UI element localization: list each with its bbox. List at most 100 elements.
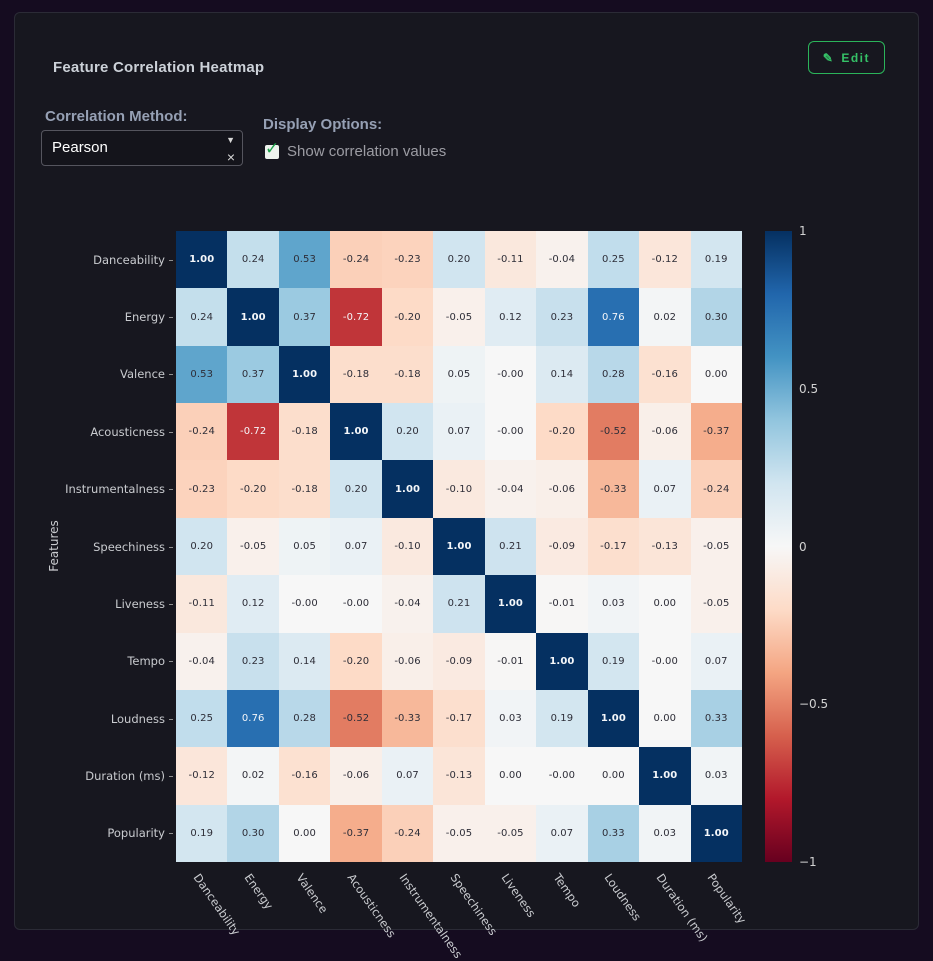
heatmap-cell: -0.24	[690, 460, 742, 518]
heatmap-cell: 0.14	[536, 345, 588, 404]
heatmap-cell: 1.00	[227, 288, 279, 346]
heatmap-cell: 0.07	[536, 804, 588, 862]
heatmap-cell: 0.14	[278, 632, 331, 690]
heatmap-cell: -0.72	[227, 403, 279, 461]
tick-mark	[169, 374, 173, 376]
row-labels: Danceability Energy Valence Acousticness Ins…	[15, 231, 173, 862]
feature-correlation-panel: Feature Correlation Heatmap ✎ Edit Corre…	[14, 12, 919, 961]
heatmap-cell: -0.33	[381, 689, 434, 748]
heatmap-cell: 1.00	[330, 403, 382, 461]
row-label: Tempo	[15, 654, 173, 668]
heatmap-cell: 0.28	[587, 345, 640, 404]
heatmap-cell: -0.01	[536, 575, 588, 633]
heatmap-cell: -0.10	[381, 517, 434, 576]
heatmap-cell: -0.11	[484, 231, 537, 289]
row-label: Speechiness	[15, 540, 173, 554]
heatmap-cell: 0.07	[639, 460, 691, 518]
heatmap-cell: 0.07	[330, 517, 382, 576]
heatmap-cell: 0.07	[690, 632, 742, 690]
heatmap-cell: -0.10	[433, 460, 485, 518]
heatmap-cell: 0.00	[690, 345, 742, 404]
heatmap-cell: 0.37	[227, 345, 279, 404]
row-label: Energy	[15, 310, 173, 324]
heatmap-cell: 0.12	[227, 575, 279, 633]
heatmap-cell: 0.20	[176, 517, 228, 576]
dropdown-selected-value: Pearson	[52, 139, 108, 156]
heatmap-cell: -0.00	[330, 575, 382, 633]
heatmap-cell: 1.00	[690, 804, 742, 862]
heatmap-cell: -0.20	[381, 288, 434, 346]
heatmap-cell: -0.01	[484, 632, 537, 690]
col-label: Tempo	[550, 871, 584, 910]
heatmap-cell: -0.06	[330, 747, 382, 805]
heatmap-grid[interactable]: 1.00 0.24 0.53 -0.24 -0.23 0.20 -0.11 -0.04 0.25…	[176, 231, 742, 862]
heatmap-cell: -0.05	[433, 288, 485, 346]
display-options-label: Display Options:	[263, 116, 383, 133]
colorbar-ticks: 1 0.5 0 −0.5 −1	[799, 224, 841, 869]
heatmap-cell: -0.09	[433, 632, 485, 690]
heatmap-cell: 0.07	[433, 403, 485, 461]
heatmap-cell: -0.00	[484, 403, 537, 461]
heatmap-cell: 0.00	[484, 747, 537, 805]
show-values-checkbox[interactable]: ✓	[265, 139, 279, 159]
tick-mark	[169, 317, 173, 319]
correlation-heatmap-chart: Features Danceability Energy Valence Acoust…	[15, 13, 918, 961]
heatmap-cell: 0.07	[381, 747, 434, 805]
correlation-method-label: Correlation Method:	[45, 108, 188, 125]
edit-button-label: Edit	[841, 50, 870, 65]
heatmap-cell: 1.00	[278, 345, 331, 404]
heatmap-cell: 0.30	[227, 804, 279, 862]
heatmap-cell: -0.17	[433, 689, 485, 748]
colorbar-tick-label: −0.5	[799, 697, 829, 712]
heatmap-cell: -0.05	[484, 804, 537, 862]
heatmap-cell: 0.20	[433, 231, 485, 289]
tick-mark	[169, 775, 173, 777]
heatmap-cell: -0.18	[381, 345, 434, 404]
heatmap-cell: 0.30	[690, 288, 742, 346]
row-label: Loudness	[15, 712, 173, 726]
heatmap-cell: -0.00	[278, 575, 331, 633]
row-label: Danceability	[15, 253, 173, 267]
heatmap-cell: 1.00	[176, 231, 228, 289]
heatmap-cell: 0.53	[176, 345, 228, 404]
row-label: Acousticness	[15, 425, 173, 439]
show-values-label[interactable]: Show correlation values	[287, 143, 447, 160]
colorbar	[765, 231, 792, 862]
heatmap-cell: -0.05	[433, 804, 485, 862]
heatmap-cell: 0.24	[227, 231, 279, 289]
heatmap-cell: -0.00	[484, 345, 537, 404]
col-label: Danceability	[190, 871, 243, 938]
col-label: Valence	[293, 871, 331, 916]
heatmap-cell: 0.53	[278, 231, 331, 289]
heatmap-cell: 0.00	[639, 689, 691, 748]
col-label: Duration (ms)	[653, 871, 711, 945]
heatmap-cell: -0.37	[330, 804, 382, 862]
heatmap-cell: -0.06	[381, 632, 434, 690]
heatmap-cell: 0.23	[536, 288, 588, 346]
heatmap-cell: 0.03	[587, 575, 640, 633]
heatmap-cell: 1.00	[484, 575, 537, 633]
row-label: Instrumentalness	[15, 482, 173, 496]
heatmap-cell: -0.18	[278, 403, 331, 461]
heatmap-cell: -0.37	[690, 403, 742, 461]
show-values-checkbox-row[interactable]: ✓ Show correlation values	[265, 139, 447, 160]
pencil-icon: ✎	[822, 50, 835, 65]
heatmap-cell: 0.33	[587, 804, 640, 862]
heatmap-cell: 0.03	[690, 747, 742, 805]
heatmap-cell: 0.76	[227, 689, 279, 748]
heatmap-cell: 0.76	[587, 288, 640, 346]
row-label: Duration (ms)	[15, 769, 173, 783]
heatmap-cell: -0.06	[536, 460, 588, 518]
heatmap-cell: -0.23	[176, 460, 228, 518]
chevron-down-icon[interactable]: ▼	[226, 135, 235, 145]
heatmap-cell: 0.03	[484, 689, 537, 748]
clear-icon[interactable]: ×	[226, 149, 235, 165]
heatmap-cell: 0.02	[227, 747, 279, 805]
edit-button[interactable]: ✎ Edit	[807, 41, 885, 74]
heatmap-cell: -0.52	[587, 403, 640, 461]
heatmap-cell: 0.24	[176, 288, 228, 346]
heatmap-cell: -0.52	[330, 689, 382, 748]
correlation-method-dropdown[interactable]: Pearson ▼ ×	[41, 130, 243, 166]
heatmap-cell: -0.04	[484, 460, 537, 518]
heatmap-cell: -0.20	[536, 403, 588, 461]
